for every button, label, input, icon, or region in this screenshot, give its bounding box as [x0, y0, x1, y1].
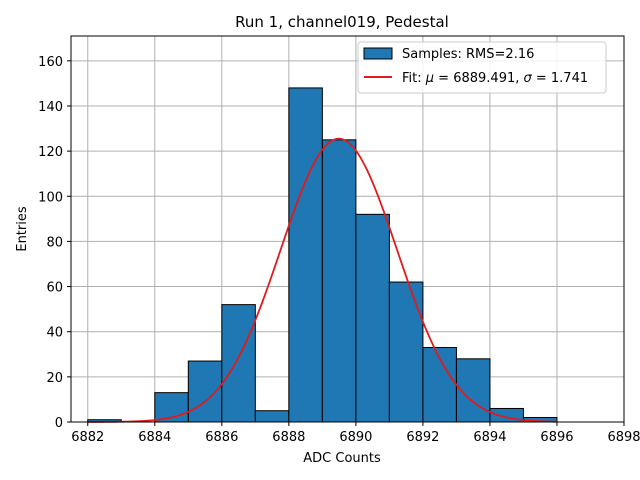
histogram-bar — [355, 213, 390, 423]
x-tick-label: 6894 — [473, 430, 506, 445]
histogram-bar — [254, 410, 290, 423]
x-tick-label: 6888 — [272, 430, 305, 445]
legend-fit-prefix: Fit: — [402, 71, 426, 86]
legend-fit-mu-symbol: μ — [425, 71, 434, 86]
histogram-bar — [388, 281, 424, 423]
x-tick-label: 6896 — [540, 430, 573, 445]
x-tick-label: 6892 — [406, 430, 439, 445]
x-tick-label: 6882 — [71, 430, 104, 445]
y-tick-label: 20 — [46, 371, 63, 386]
fit-curve — [87, 137, 557, 423]
legend-histogram-label: Samples: RMS=2.16 — [402, 47, 534, 62]
x-axis-ticks: 6882 6884 6886 6888 6890 6892 6894 6896 6898 — [71, 422, 640, 445]
legend-fit-mu-value: = 6889.491, — [434, 71, 523, 86]
chart-title: Run 1, channel019, Pedestal — [235, 13, 449, 31]
histogram-bars — [87, 87, 558, 423]
x-axis-label: ADC Counts — [303, 451, 381, 466]
y-tick-label: 120 — [38, 145, 63, 160]
y-tick-label: 60 — [46, 281, 63, 296]
x-tick-label: 6884 — [138, 430, 171, 445]
plot-frame — [70, 35, 625, 423]
legend-fit-sigma-value: = 1.741 — [532, 71, 588, 86]
x-tick-label: 6898 — [607, 430, 640, 445]
y-tick-label: 80 — [46, 235, 63, 250]
y-tick-label: 100 — [38, 190, 63, 205]
legend-fit-label: Fit: μ = 6889.491, σ = 1.741 — [402, 71, 588, 86]
fit-curve-layer — [87, 137, 557, 423]
y-axis-ticks: 0 20 40 60 80 100 120 140 160 — [38, 55, 71, 431]
legend: Samples: RMS=2.16 Fit: μ = 6889.491, σ =… — [357, 41, 607, 94]
legend-fit-sigma-symbol: σ — [524, 71, 533, 86]
legend-box — [357, 41, 607, 94]
y-tick-label: 40 — [46, 326, 63, 341]
y-axis-label: Entries — [15, 206, 30, 252]
y-tick-label: 140 — [38, 100, 63, 115]
y-tick-label: 0 — [55, 416, 63, 431]
x-tick-label: 6890 — [339, 430, 372, 445]
histogram-bar — [288, 87, 323, 423]
y-tick-label: 160 — [38, 55, 63, 70]
x-tick-label: 6886 — [205, 430, 238, 445]
histogram-bar — [221, 304, 256, 423]
legend-histogram-swatch — [363, 47, 393, 60]
histogram-bar — [321, 139, 357, 423]
